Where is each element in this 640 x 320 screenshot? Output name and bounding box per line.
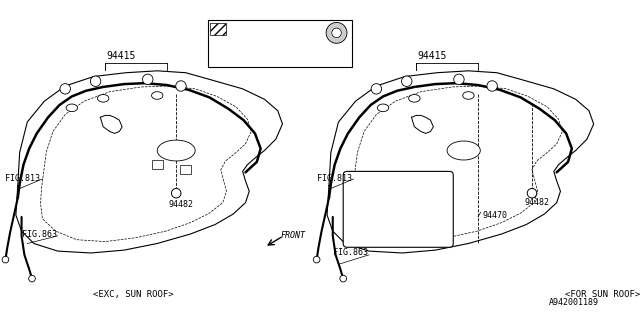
Circle shape — [527, 188, 537, 198]
Text: FIG.813: FIG.813 — [5, 174, 40, 183]
Circle shape — [371, 84, 381, 94]
Text: Please cut it according to: Please cut it according to — [211, 44, 332, 53]
Text: 94482: 94482 — [168, 200, 193, 209]
Text: <FOR SUN ROOF>: <FOR SUN ROOF> — [564, 290, 640, 299]
Bar — [180, 165, 191, 174]
Text: Length of the 94499 is 50m.: Length of the 94499 is 50m. — [211, 34, 336, 43]
Ellipse shape — [463, 92, 474, 99]
Text: <EXC, SUN ROOF>: <EXC, SUN ROOF> — [93, 290, 174, 299]
Circle shape — [340, 275, 346, 282]
Text: FIG.813: FIG.813 — [317, 174, 351, 183]
Text: 94470: 94470 — [483, 211, 508, 220]
Circle shape — [90, 76, 100, 86]
Circle shape — [332, 28, 341, 38]
Ellipse shape — [447, 141, 480, 160]
Text: 94415: 94415 — [418, 51, 447, 60]
Circle shape — [2, 256, 9, 263]
Circle shape — [401, 76, 412, 86]
Text: necessary length.: necessary length. — [211, 55, 290, 64]
Circle shape — [60, 84, 70, 94]
Circle shape — [314, 256, 320, 263]
Text: FRONT: FRONT — [280, 231, 305, 240]
FancyBboxPatch shape — [343, 172, 453, 247]
Circle shape — [176, 81, 186, 91]
Ellipse shape — [97, 94, 109, 102]
Circle shape — [29, 275, 35, 282]
Circle shape — [326, 22, 347, 43]
Circle shape — [143, 74, 153, 84]
Text: A942001189: A942001189 — [548, 298, 598, 307]
Text: FIG.863: FIG.863 — [22, 229, 56, 238]
Circle shape — [454, 74, 464, 84]
Ellipse shape — [152, 92, 163, 99]
Text: 94482: 94482 — [524, 198, 549, 207]
Text: 94415: 94415 — [106, 51, 136, 60]
Ellipse shape — [378, 104, 388, 112]
Ellipse shape — [157, 140, 195, 161]
Text: 94499: 94499 — [228, 22, 258, 32]
Circle shape — [487, 81, 497, 91]
Text: FIG.863: FIG.863 — [333, 248, 368, 258]
Bar — [152, 160, 163, 170]
Bar — [211, 23, 225, 35]
Bar — [207, 20, 352, 67]
Circle shape — [172, 188, 181, 198]
Ellipse shape — [66, 104, 77, 112]
Ellipse shape — [409, 94, 420, 102]
